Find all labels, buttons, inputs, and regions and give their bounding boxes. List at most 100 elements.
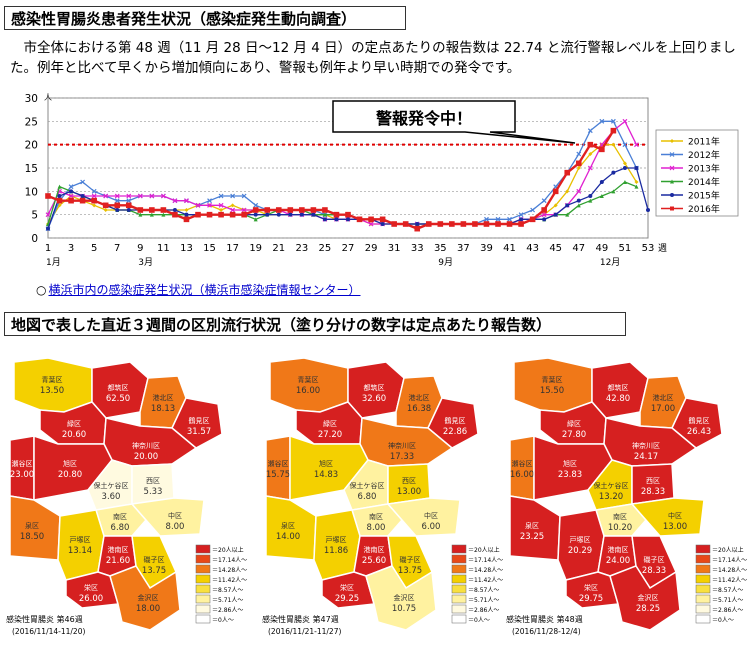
ward-value: 28.33 (641, 487, 665, 497)
x-tick-label: 41 (503, 243, 516, 254)
legend-swatch (695, 544, 711, 554)
ward-region: 神奈川区 24.17 (603, 417, 698, 467)
data-point (588, 152, 593, 156)
data-point (126, 198, 132, 204)
legend-swatch (195, 564, 211, 574)
ward-shape (557, 509, 605, 581)
data-point (160, 193, 166, 199)
data-point (402, 221, 409, 227)
legend-label: ＝5.71人～ (712, 597, 743, 604)
ward-name: 南区 (113, 512, 127, 521)
ward-name: 瀬谷区 (268, 459, 289, 468)
legend-label: ＝20人以上 (712, 546, 744, 554)
data-point (576, 198, 581, 203)
legend-label: ＝17.14人～ (468, 557, 503, 564)
ward-value: 21.60 (106, 556, 130, 566)
info-link-row: ○ 横浜市内の感染症発生状況（横浜市感染症情報センター） (36, 281, 361, 298)
ward-map-week-48: 青葉区 15.50 都筑区 42.80 港北区 17.00 鶴見区 26.43 緑区 27.80 神… (506, 357, 747, 636)
data-point (80, 194, 85, 198)
ward-region: 金沢区 10.75 (365, 565, 437, 631)
data-point (599, 194, 604, 198)
ward-value: 24.17 (634, 452, 658, 462)
data-point (57, 194, 62, 198)
legend-label: 2015年 (688, 190, 720, 202)
data-point (530, 207, 536, 213)
ward-shape (109, 565, 181, 631)
ward-name: 磯子区 (400, 555, 421, 564)
ward-value: 29.25 (335, 594, 359, 604)
ward-name: 神奈川区 (132, 441, 160, 450)
ward-name: 緑区 (323, 419, 337, 428)
data-point (149, 193, 155, 199)
ward-value: 13.50 (40, 386, 64, 396)
ward-value: 5.33 (144, 487, 163, 497)
data-point (218, 193, 224, 199)
x-tick-label: 37 (457, 243, 470, 254)
ward-name: 青葉区 (42, 375, 63, 384)
ward-shape (265, 435, 291, 501)
data-point (287, 207, 294, 213)
data-point (599, 146, 605, 153)
data-point (611, 189, 616, 194)
data-point (195, 202, 201, 208)
data-point (669, 165, 675, 171)
ward-value: 25.60 (362, 556, 386, 566)
data-point (529, 216, 536, 223)
data-point (125, 202, 132, 209)
data-point (622, 161, 627, 166)
data-point (334, 217, 339, 222)
data-point (229, 211, 236, 218)
data-point (518, 221, 524, 227)
map-caption-period: (2016/11/21-11/27) (268, 627, 341, 636)
alert-callout: 警報発令中！ (332, 100, 576, 144)
infection-info-link[interactable]: 横浜市内の感染症発生状況（横浜市感染症情報センター） (48, 283, 361, 297)
data-point (564, 169, 571, 176)
data-point (126, 208, 131, 212)
data-point (310, 207, 317, 213)
data-point (114, 198, 120, 204)
ward-value: 6.00 (422, 522, 441, 532)
legend-swatch (195, 604, 211, 614)
ward-map-week-46: 青葉区 13.50 都筑区 62.50 港北区 18.13 鶴見区 31.57 緑区 20.60 神… (6, 357, 247, 636)
ward-name: 南区 (369, 512, 383, 521)
legend-swatch (195, 594, 211, 604)
x-tick-label: 3 (68, 243, 74, 254)
data-point (587, 165, 593, 171)
ward-name: 磯子区 (644, 555, 665, 564)
legend-label: ＝20人以上 (468, 546, 500, 554)
ward-value: 14.83 (314, 470, 338, 480)
ward-name: 港南区 (108, 545, 129, 554)
ward-name: 西区 (146, 477, 160, 485)
legend-label: ＝5.71人～ (212, 597, 243, 604)
legend-label: ＝0人～ (712, 617, 734, 624)
ward-region: 西区 5.33 (131, 463, 175, 505)
data-point (103, 193, 109, 199)
data-point (207, 198, 212, 204)
x-tick-label: 5 (91, 243, 97, 254)
x-tick-label: 33 (411, 243, 424, 254)
ward-value: 13.00 (663, 522, 687, 532)
ward-name: 中区 (424, 511, 438, 520)
ward-name: 鶴見区 (445, 416, 466, 425)
data-point (91, 188, 97, 194)
callout-box (332, 100, 576, 144)
ward-region: 港北区 16.38 (395, 375, 443, 429)
ward-value: 8.00 (367, 523, 386, 533)
legend-swatch (451, 574, 467, 584)
legend-swatch (451, 544, 467, 554)
data-point (183, 216, 190, 223)
legend-swatch (451, 554, 467, 564)
bullet-icon: ○ (36, 283, 47, 297)
legend-swatch (195, 614, 211, 624)
data-point (506, 221, 513, 227)
map-caption-title: 感染性胃腸炎 第48週 (506, 614, 583, 624)
y-tick-label: 30 (25, 93, 38, 105)
ward-region: 泉区 14.00 (265, 495, 317, 561)
legend-swatch (695, 584, 711, 594)
x-tick-label: 45 (549, 243, 562, 254)
data-point (149, 207, 155, 213)
data-point (565, 189, 570, 194)
ward-shape (9, 435, 35, 501)
ward-name: 港北区 (409, 393, 430, 402)
data-point (45, 193, 51, 199)
